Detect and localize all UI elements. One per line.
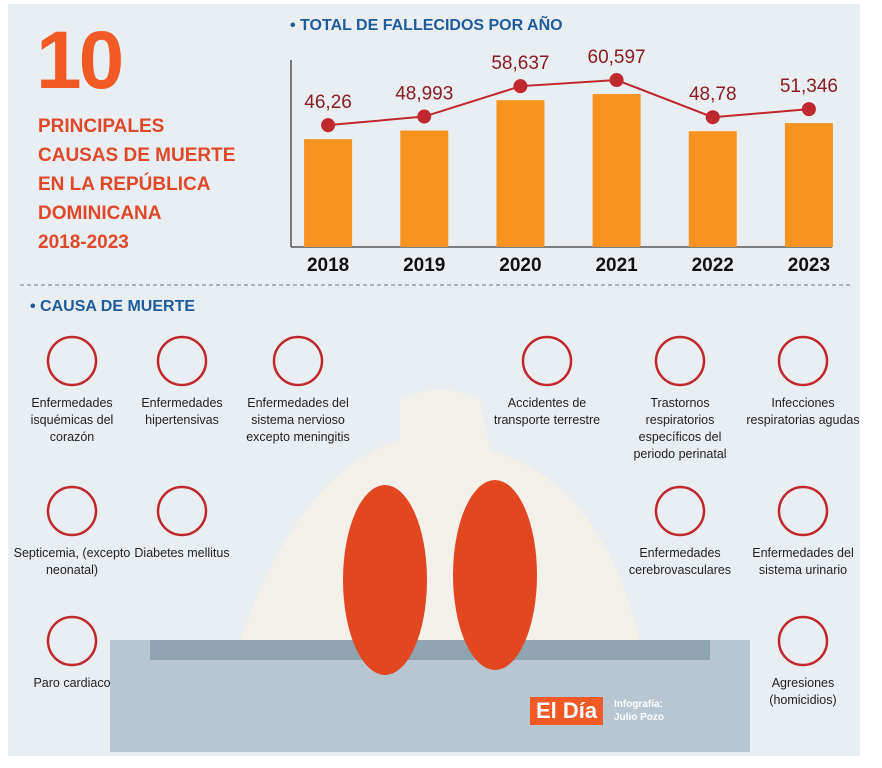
cause-label: Trastornos respiratorios específicos del…	[633, 396, 727, 461]
x-tick-label: 2023	[788, 255, 830, 276]
credit-name: Julio Pozo	[614, 712, 664, 723]
x-tick-label: 2019	[403, 255, 445, 276]
section-title: • CAUSA DE MUERTE	[30, 298, 196, 315]
x-tick-label: 2022	[692, 255, 734, 276]
x-tick-label: 2018	[307, 255, 349, 276]
cause-label: Enfermedades isquémicas del corazón	[30, 396, 114, 444]
cause-icon	[46, 335, 98, 387]
x-tick-label: 2021	[595, 255, 638, 276]
data-label: 48,78	[689, 84, 737, 105]
cause-icon	[777, 615, 829, 667]
bar	[592, 94, 641, 247]
x-tick-label: 2020	[499, 255, 541, 276]
logo: El Día	[530, 697, 604, 725]
cause-icon	[46, 615, 98, 667]
bar	[784, 123, 833, 247]
bar	[496, 100, 545, 248]
data-label: 60,597	[588, 47, 646, 68]
data-label: 58,637	[491, 53, 549, 74]
cause-label: Enfermedades del sistema nervioso except…	[246, 396, 350, 444]
cause-icon	[654, 335, 706, 387]
data-label: 46,26	[304, 92, 352, 113]
cause-icon	[272, 335, 324, 387]
bar	[688, 131, 737, 247]
cause-label: Enfermedades cerebrovasculares	[628, 546, 732, 577]
trend-point	[513, 79, 528, 94]
trend-point	[321, 118, 336, 133]
trend-point	[801, 102, 816, 117]
credit-label: Infografía:	[614, 699, 663, 710]
headline-line: EN LA REPÚBLICA	[38, 174, 211, 195]
data-label: 48,993	[395, 84, 453, 105]
bar	[400, 130, 449, 247]
cause-icon	[777, 485, 829, 537]
cause-label: Paro cardiaco	[33, 676, 111, 690]
cause-icon	[654, 485, 706, 537]
chart: 2018 2019 2020 2021 2022 2023 46,26 48,993 58,63…	[290, 47, 838, 276]
cause-label: Accidentes de transporte terrestre	[493, 396, 601, 427]
data-label: 51,346	[780, 76, 838, 97]
cause-label: Agresiones (homicidios)	[769, 676, 837, 707]
chart-title: • TOTAL DE FALLECIDOS POR AÑO	[290, 17, 563, 34]
cause-icon	[46, 485, 98, 537]
trend-point	[417, 109, 432, 124]
cause-icon	[521, 335, 573, 387]
headline-line: DOMINICANA	[38, 203, 162, 224]
trend-point	[609, 73, 624, 88]
headline-number: 10	[36, 15, 124, 106]
bar	[304, 139, 353, 247]
cause-icon	[777, 335, 829, 387]
trend-point	[705, 110, 720, 125]
cause-label: Infecciones respiratorias agudas	[746, 396, 860, 427]
cause-icon	[156, 335, 208, 387]
headline-line: CAUSAS DE MUERTE	[38, 145, 236, 166]
headline-line: 2018-2023	[38, 232, 129, 253]
trend-line	[327, 78, 810, 127]
cause-label: Diabetes mellitus	[134, 546, 230, 560]
cause-label: Enfermedades del sistema urinario	[752, 546, 854, 577]
cause-icon	[156, 485, 208, 537]
cause-label: Enfermedades hipertensivas	[141, 396, 223, 427]
cause-label: Septicemia, (excepto neonatal)	[13, 546, 131, 577]
headline-line: PRINCIPALES	[38, 116, 165, 137]
